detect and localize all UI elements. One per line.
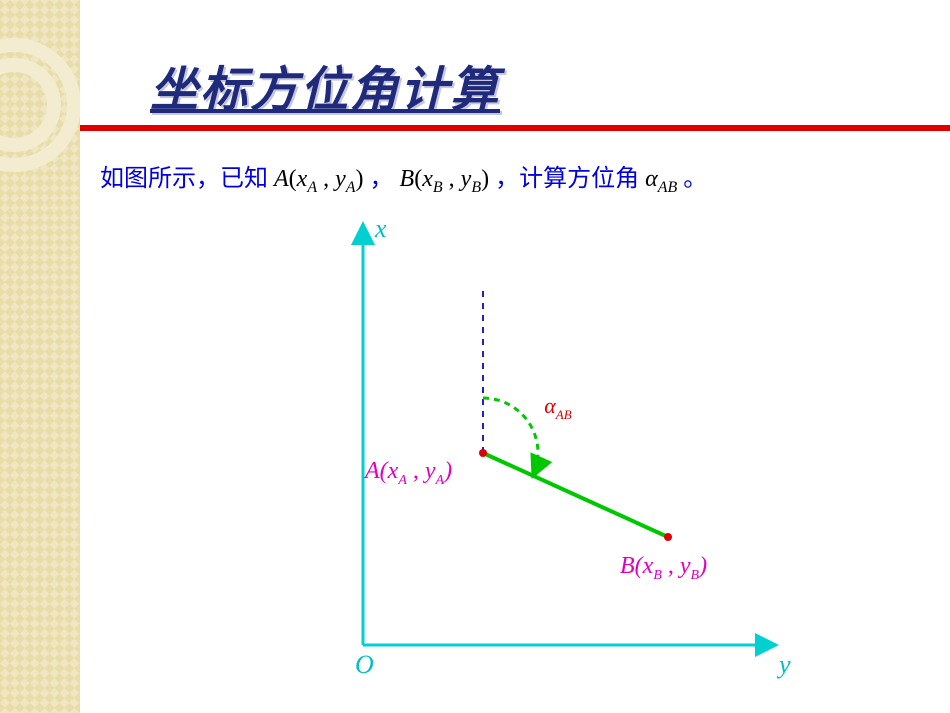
intro-t3: 。 — [683, 166, 707, 192]
slide-body: 坐标方位角计算 如图所示，已知 A(xA , yA) ， B(xB , yB) … — [80, 0, 950, 713]
svg-text:O: O — [355, 650, 374, 679]
figure-svg: x y OαAB A(xA , yA) B(xB , yB) — [270, 215, 840, 685]
slide-title: 坐标方位角计算 — [150, 64, 500, 117]
intro-t1: 如图所示，已知 — [100, 166, 274, 192]
svg-text:A(xA , yA): A(xA , yA) — [363, 458, 452, 488]
intro-t2: ，计算方位角 — [495, 166, 639, 192]
azimuth-figure: x y OαAB A(xA , yA) B(xB , yB) — [270, 215, 840, 685]
title-wrap: 坐标方位角计算 — [150, 50, 870, 120]
intro-alpha: α — [645, 166, 658, 192]
svg-text:αAB: αAB — [544, 393, 572, 422]
decor-svg — [0, 0, 80, 713]
decor-strip — [0, 0, 80, 713]
svg-text:y: y — [776, 650, 791, 679]
intro-A: A — [274, 166, 289, 192]
svg-text:x: x — [374, 215, 387, 243]
svg-text:B(xB , yB): B(xB , yB) — [620, 553, 707, 583]
title-rule — [80, 125, 950, 131]
intro-sep1: ， — [370, 166, 400, 192]
intro-B: B — [400, 166, 415, 192]
intro-line: 如图所示，已知 A(xA , yA) ， B(xB , yB) ，计算方位角 α… — [100, 158, 920, 197]
